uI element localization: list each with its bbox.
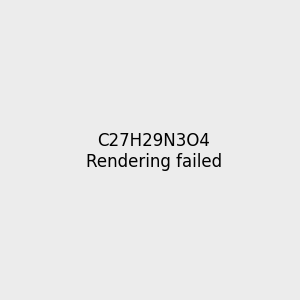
Text: C27H29N3O4
Rendering failed: C27H29N3O4 Rendering failed: [86, 132, 222, 171]
